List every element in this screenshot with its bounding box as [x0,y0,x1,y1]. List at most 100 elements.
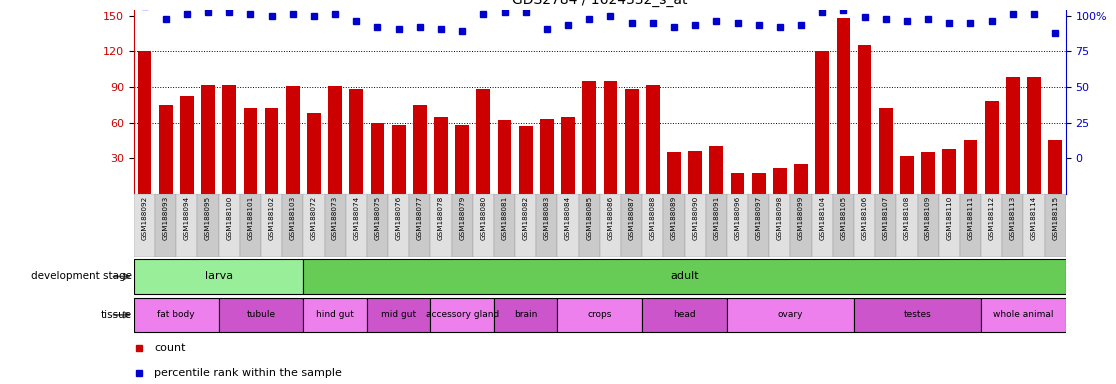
Bar [498,120,511,194]
Text: hind gut: hind gut [316,310,354,319]
Text: larva: larva [204,271,233,281]
Bar [537,194,558,257]
Text: GSM188088: GSM188088 [650,196,656,240]
Bar [710,146,723,194]
Text: GSM188077: GSM188077 [417,196,423,240]
Text: GSM188079: GSM188079 [459,196,465,240]
Bar [349,89,363,194]
Text: crops: crops [588,310,612,319]
Text: GSM188074: GSM188074 [354,196,359,240]
Bar [752,172,766,194]
Text: GSM188073: GSM188073 [333,196,338,240]
Text: GSM188081: GSM188081 [501,196,508,240]
Text: GSM188114: GSM188114 [1031,196,1037,240]
Bar [981,194,1002,257]
Bar [261,194,282,257]
Bar [134,194,155,257]
Text: GSM188087: GSM188087 [628,196,635,240]
Bar [219,298,304,332]
Bar [222,84,237,194]
Text: GSM188097: GSM188097 [756,196,762,240]
Bar [1048,141,1062,194]
Bar [134,259,304,294]
Bar [180,96,194,194]
Text: GSM188100: GSM188100 [227,196,232,240]
Text: GSM188085: GSM188085 [586,196,593,240]
Text: GSM188095: GSM188095 [205,196,211,240]
Bar [494,298,558,332]
Bar [516,194,537,257]
Bar [392,125,405,194]
Text: GSM188091: GSM188091 [713,196,720,240]
Bar [667,152,681,194]
Text: tissue: tissue [100,310,132,320]
Bar [325,194,346,257]
Bar [879,108,893,194]
Bar [684,194,705,257]
Bar [494,194,516,257]
Text: GSM188089: GSM188089 [671,196,677,240]
Text: GSM188075: GSM188075 [375,196,381,240]
Bar [155,194,176,257]
Bar [388,194,410,257]
Bar [452,194,473,257]
Bar [346,194,367,257]
Bar [960,194,981,257]
Text: GSM188072: GSM188072 [311,196,317,240]
Bar [731,172,744,194]
Bar [304,194,325,257]
Bar [901,156,914,194]
Bar [642,298,727,332]
Bar [264,108,279,194]
Text: GSM188093: GSM188093 [163,196,169,240]
Bar [240,194,261,257]
Bar [816,51,829,194]
Bar [367,194,388,257]
Bar [1002,194,1023,257]
Text: GSM188105: GSM188105 [840,196,846,240]
Bar [642,194,663,257]
Bar [773,168,787,194]
Text: adult: adult [671,271,699,281]
Bar [689,151,702,194]
Bar [219,194,240,257]
Bar [917,194,939,257]
Bar [921,152,935,194]
Text: accessory gland: accessory gland [425,310,499,319]
Bar [371,122,384,194]
Text: brain: brain [514,310,538,319]
Text: GSM188110: GSM188110 [946,196,952,240]
Text: GSM188106: GSM188106 [862,196,867,240]
Bar [304,298,367,332]
Bar [413,105,426,194]
Bar [198,194,219,257]
Bar [963,141,978,194]
Text: development stage: development stage [30,271,132,281]
Bar [769,194,790,257]
Bar [477,89,490,194]
Text: GSM188101: GSM188101 [248,196,253,240]
Text: GSM188104: GSM188104 [819,196,825,240]
Bar [748,194,769,257]
Bar [858,45,872,194]
Text: mid gut: mid gut [381,310,416,319]
Text: GSM188076: GSM188076 [396,196,402,240]
Bar [790,194,811,257]
Bar [176,194,198,257]
Bar [981,298,1066,332]
Text: GSM188115: GSM188115 [1052,196,1058,240]
Bar [1006,78,1020,194]
Bar [304,259,1066,294]
Bar [854,194,875,257]
Bar [367,298,431,332]
Bar [158,105,173,194]
Text: GSM188103: GSM188103 [290,196,296,240]
Bar [620,194,642,257]
Bar [455,125,469,194]
Text: GSM188098: GSM188098 [777,196,782,240]
Text: GSM188078: GSM188078 [437,196,444,240]
Bar [939,194,960,257]
Bar [473,194,494,257]
Text: percentile rank within the sample: percentile rank within the sample [154,368,343,378]
Text: GSM188109: GSM188109 [925,196,931,240]
